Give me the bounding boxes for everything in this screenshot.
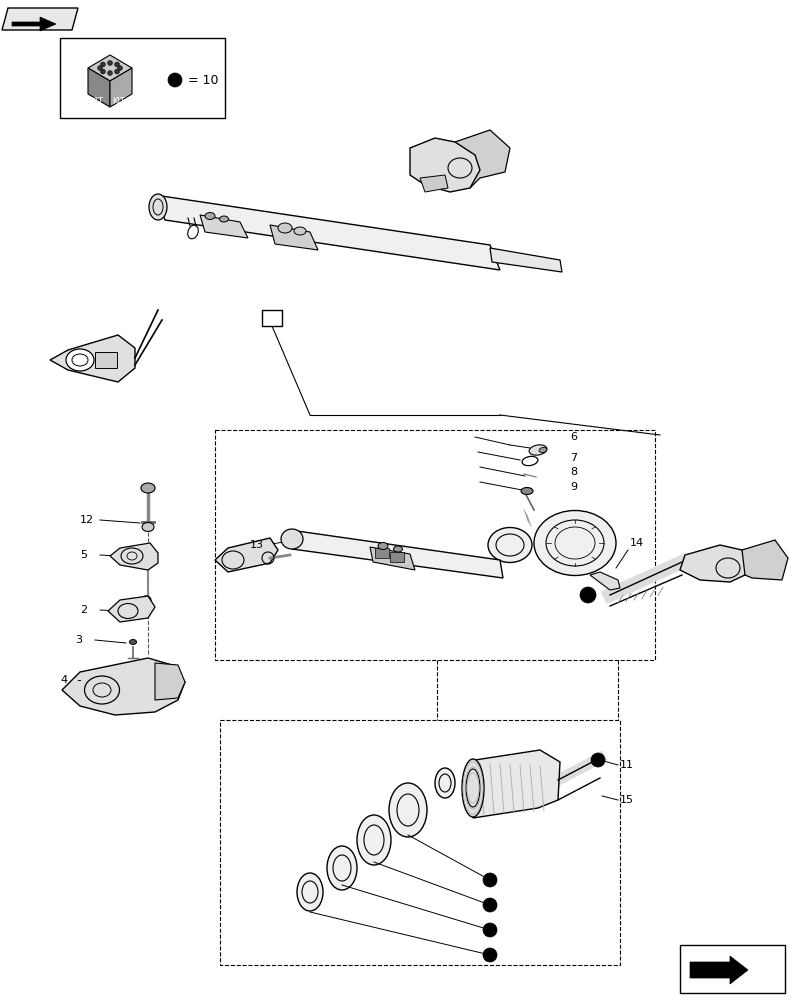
Circle shape [579, 587, 595, 603]
Polygon shape [108, 596, 155, 622]
Text: 12: 12 [80, 515, 94, 525]
Text: 7: 7 [569, 453, 577, 463]
Ellipse shape [219, 216, 228, 222]
Circle shape [97, 66, 102, 71]
Ellipse shape [277, 223, 292, 233]
Polygon shape [155, 195, 500, 270]
Ellipse shape [393, 546, 402, 552]
Polygon shape [88, 55, 132, 81]
Circle shape [107, 61, 113, 66]
Circle shape [483, 873, 496, 887]
Circle shape [101, 69, 105, 74]
Ellipse shape [294, 227, 306, 235]
Ellipse shape [129, 640, 136, 645]
Ellipse shape [435, 768, 454, 798]
Text: 11: 11 [620, 760, 633, 770]
Bar [262, 310, 281, 326]
Ellipse shape [521, 488, 532, 494]
Polygon shape [689, 956, 747, 984]
Circle shape [114, 62, 119, 67]
Bar [60, 38, 225, 118]
Polygon shape [109, 68, 132, 107]
Circle shape [483, 923, 496, 937]
Polygon shape [200, 215, 247, 238]
Ellipse shape [539, 447, 547, 453]
Text: 15: 15 [620, 795, 633, 805]
Polygon shape [2, 8, 78, 30]
Ellipse shape [378, 542, 388, 550]
Bar [389, 552, 404, 562]
Text: 9: 9 [569, 482, 577, 492]
Polygon shape [50, 335, 135, 382]
Circle shape [118, 66, 122, 71]
Polygon shape [215, 538, 277, 572]
Circle shape [483, 898, 496, 912]
Ellipse shape [529, 445, 547, 455]
Circle shape [483, 948, 496, 962]
Bar [679, 945, 784, 993]
Polygon shape [454, 130, 509, 188]
Ellipse shape [487, 528, 531, 562]
Ellipse shape [141, 483, 155, 493]
Ellipse shape [297, 873, 323, 911]
Text: 6: 6 [569, 432, 577, 442]
Ellipse shape [357, 815, 391, 865]
Text: 5: 5 [80, 550, 87, 560]
Ellipse shape [327, 846, 357, 890]
Ellipse shape [141, 596, 151, 604]
Bar [95, 352, 117, 368]
Ellipse shape [281, 529, 303, 549]
Ellipse shape [388, 783, 427, 837]
Polygon shape [370, 547, 414, 570]
Polygon shape [489, 248, 561, 272]
Polygon shape [419, 175, 448, 192]
Polygon shape [109, 543, 158, 570]
Bar [375, 548, 388, 558]
Polygon shape [590, 572, 620, 590]
Text: 14: 14 [629, 538, 643, 548]
Text: 3: 3 [75, 635, 82, 645]
Circle shape [590, 753, 604, 767]
Polygon shape [290, 530, 502, 578]
Polygon shape [410, 138, 479, 192]
Text: 4: 4 [60, 675, 67, 685]
Ellipse shape [66, 349, 94, 371]
Polygon shape [88, 68, 109, 107]
Text: = 10: = 10 [188, 74, 218, 87]
Ellipse shape [461, 759, 483, 817]
Polygon shape [12, 17, 56, 31]
Ellipse shape [534, 510, 616, 576]
Text: 8: 8 [569, 467, 577, 477]
Polygon shape [473, 750, 560, 818]
Polygon shape [155, 663, 185, 700]
Text: KIT: KIT [90, 97, 103, 106]
Ellipse shape [148, 194, 167, 220]
Text: KIT: KIT [112, 97, 125, 106]
Circle shape [107, 71, 113, 76]
Text: 13: 13 [250, 540, 264, 550]
Circle shape [101, 62, 105, 67]
Polygon shape [62, 658, 185, 715]
Text: 2: 2 [80, 605, 87, 615]
Polygon shape [679, 545, 749, 582]
Polygon shape [270, 225, 318, 250]
Circle shape [114, 69, 119, 74]
Ellipse shape [142, 522, 154, 532]
Ellipse shape [204, 213, 215, 220]
Circle shape [168, 73, 182, 87]
Polygon shape [741, 540, 787, 580]
